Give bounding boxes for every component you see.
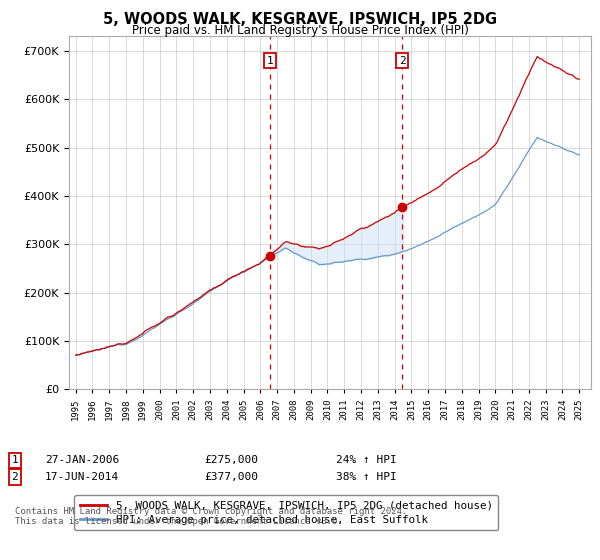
Text: 2: 2 <box>11 472 19 482</box>
Text: Price paid vs. HM Land Registry's House Price Index (HPI): Price paid vs. HM Land Registry's House … <box>131 24 469 37</box>
Text: 2: 2 <box>399 55 406 66</box>
Text: 24% ↑ HPI: 24% ↑ HPI <box>336 455 397 465</box>
Text: 1: 1 <box>267 55 274 66</box>
Text: 27-JAN-2006: 27-JAN-2006 <box>45 455 119 465</box>
Text: 38% ↑ HPI: 38% ↑ HPI <box>336 472 397 482</box>
Text: 5, WOODS WALK, KESGRAVE, IPSWICH, IP5 2DG: 5, WOODS WALK, KESGRAVE, IPSWICH, IP5 2D… <box>103 12 497 27</box>
Text: £275,000: £275,000 <box>204 455 258 465</box>
Text: 1: 1 <box>11 455 19 465</box>
Legend: 5, WOODS WALK, KESGRAVE, IPSWICH, IP5 2DG (detached house), HPI: Average price, : 5, WOODS WALK, KESGRAVE, IPSWICH, IP5 2D… <box>74 495 498 530</box>
Text: 17-JUN-2014: 17-JUN-2014 <box>45 472 119 482</box>
Text: Contains HM Land Registry data © Crown copyright and database right 2024.
This d: Contains HM Land Registry data © Crown c… <box>15 507 407 526</box>
Text: £377,000: £377,000 <box>204 472 258 482</box>
